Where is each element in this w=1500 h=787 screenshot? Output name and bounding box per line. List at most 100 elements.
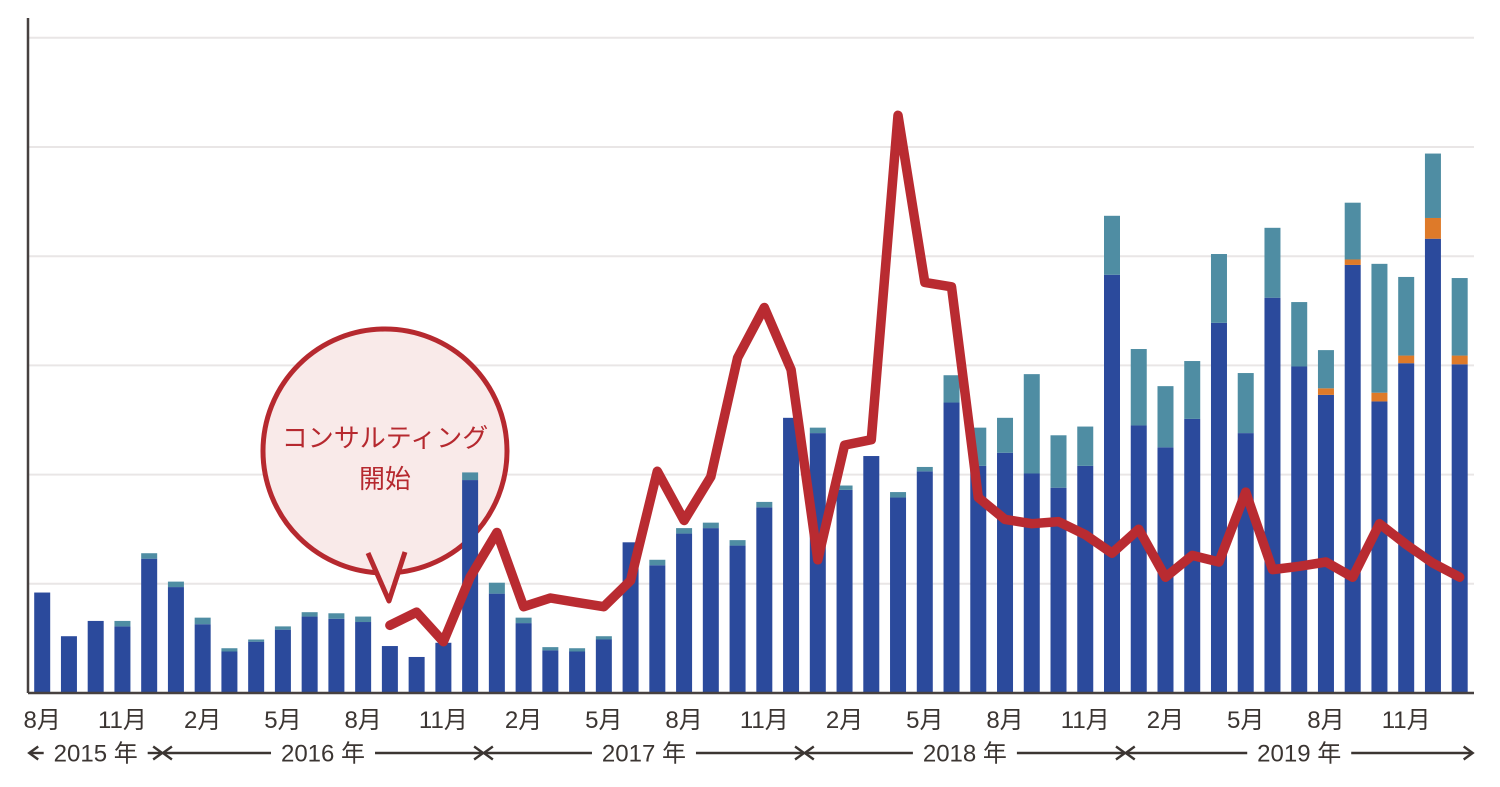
bar-segment-base-dark-blue [114,626,131,693]
bar-segment-base-dark-blue [649,565,666,693]
bar-segment-base-dark-blue [890,497,907,693]
bar-segment-top-teal [1210,254,1227,323]
month-tick-label: 5月 [906,707,943,734]
bar-segment-base-dark-blue [1077,465,1094,693]
bar-segment-base-dark-blue [729,545,746,693]
bar-segment-base-dark-blue [488,593,505,693]
bar-segment-mid-orange [1317,388,1334,395]
month-tick-label: 11月 [419,707,468,734]
annotation-bubble-tail [365,551,408,604]
year-band-label: 2018 年 [923,741,1007,768]
bar-segment-top-teal [1157,386,1174,448]
month-tick-label: 5月 [585,707,622,734]
bar-segment-base-dark-blue [141,558,158,693]
bar-segment-top-teal [141,553,158,559]
bar-segment-base-dark-blue [355,622,372,693]
bar-segment-top-teal [114,620,131,627]
bar-segment-top-teal [328,613,345,619]
bar-segment-mid-orange [1371,392,1388,402]
bar-segment-base-dark-blue [87,620,104,693]
bar-segment-top-teal [462,472,479,481]
bar-segment-base-dark-blue [1371,401,1388,693]
bar-segment-top-teal [1398,276,1415,356]
bar-segment-base-dark-blue [676,533,693,693]
bar-segment-base-dark-blue [1398,363,1415,693]
bar-segment-base-dark-blue [702,528,719,693]
bar-segment-top-teal [756,501,773,508]
year-band-label: 2015 年 [54,741,138,768]
bar-segment-top-teal [488,582,505,594]
month-tick-label: 11月 [1382,707,1431,734]
bar-segment-top-teal [274,626,291,630]
month-tick-label: 2月 [1147,707,1184,734]
annotation-text-line2: 開始 [359,464,411,494]
month-tick-label: 8月 [665,707,702,734]
bar-segment-top-teal [355,616,372,623]
year-band-arrow-left [1123,745,1136,761]
bar-segment-top-teal [1050,435,1067,488]
bar-segment-top-teal [194,617,211,625]
bar-segment-mid-orange [1451,355,1468,365]
month-tick-label: 8月 [1307,707,1344,734]
bar-segment-base-dark-blue [248,641,265,693]
year-band-label: 2019 年 [1257,741,1341,768]
bar-segment-base-dark-blue [60,636,77,693]
bar-segment-top-teal [1371,263,1388,393]
year-band-label: 2017 年 [602,741,686,768]
bar-segment-top-teal [1184,361,1201,419]
bar-segment-top-teal [248,639,265,642]
month-tick-label: 2月 [505,707,542,734]
bar-segment-top-teal [729,540,746,546]
bar-segment-top-teal [569,648,586,652]
bar-segment-base-dark-blue [943,402,960,693]
bar-segment-base-dark-blue [381,646,398,693]
year-band-arrow-left [481,745,494,761]
bar-segment-base-dark-blue [542,650,559,693]
bar-segment-top-teal [167,581,184,588]
bar-segment-base-dark-blue [1237,433,1254,693]
bar-segment-base-dark-blue [1104,274,1120,693]
bar-segment-top-teal [1077,426,1094,466]
month-tick-label: 8月 [24,707,61,734]
month-tick-label: 11月 [740,707,789,734]
bar-segment-base-dark-blue [1050,487,1067,693]
month-tick-label: 5月 [264,707,301,734]
bar-segment-base-dark-blue [1210,322,1227,693]
bar-segment-top-teal [1130,349,1147,426]
bar-segment-base-dark-blue [1344,264,1361,693]
annotation-text-line1: コンサルティング [282,423,488,453]
bar-segment-base-dark-blue [274,629,291,693]
month-tick-label: 8月 [344,707,381,734]
bar-segment-top-teal [809,427,826,434]
bar-segment-mid-orange [1398,355,1415,364]
year-band-arrow-left [27,745,39,761]
bar-segment-base-dark-blue [34,592,51,693]
month-tick-label: 5月 [1227,707,1264,734]
bar-segment-base-dark-blue [756,507,773,693]
bar-segment-top-teal [1237,373,1254,434]
bar-segment-top-teal [542,647,559,651]
bar-segment-mid-orange [1424,217,1441,239]
bar-segment-top-teal [1424,153,1441,218]
bar-segment-base-dark-blue [1317,394,1334,693]
bar-segment-top-teal [943,375,960,403]
bar-segment-top-teal [595,636,612,640]
year-band-arrow-left [160,745,173,761]
bar-segment-top-teal [836,485,853,490]
bar-segment-base-dark-blue [301,616,318,693]
bar-segment-top-teal [890,492,907,498]
bar-segment-base-dark-blue [916,471,933,693]
bar-segment-top-teal [1104,215,1120,275]
month-tick-label: 11月 [1061,707,1110,734]
bar-segment-top-teal [515,617,532,624]
month-tick-label: 2月 [184,707,221,734]
bar-segment-top-teal [997,417,1014,453]
month-tick-label: 8月 [986,707,1023,734]
bar-segment-top-teal [1451,278,1468,356]
bar-segment-mid-orange [1344,259,1361,265]
bar-segment-top-teal [1344,202,1361,260]
bar-segment-base-dark-blue [167,587,184,693]
bar-segment-base-dark-blue [1424,238,1441,693]
